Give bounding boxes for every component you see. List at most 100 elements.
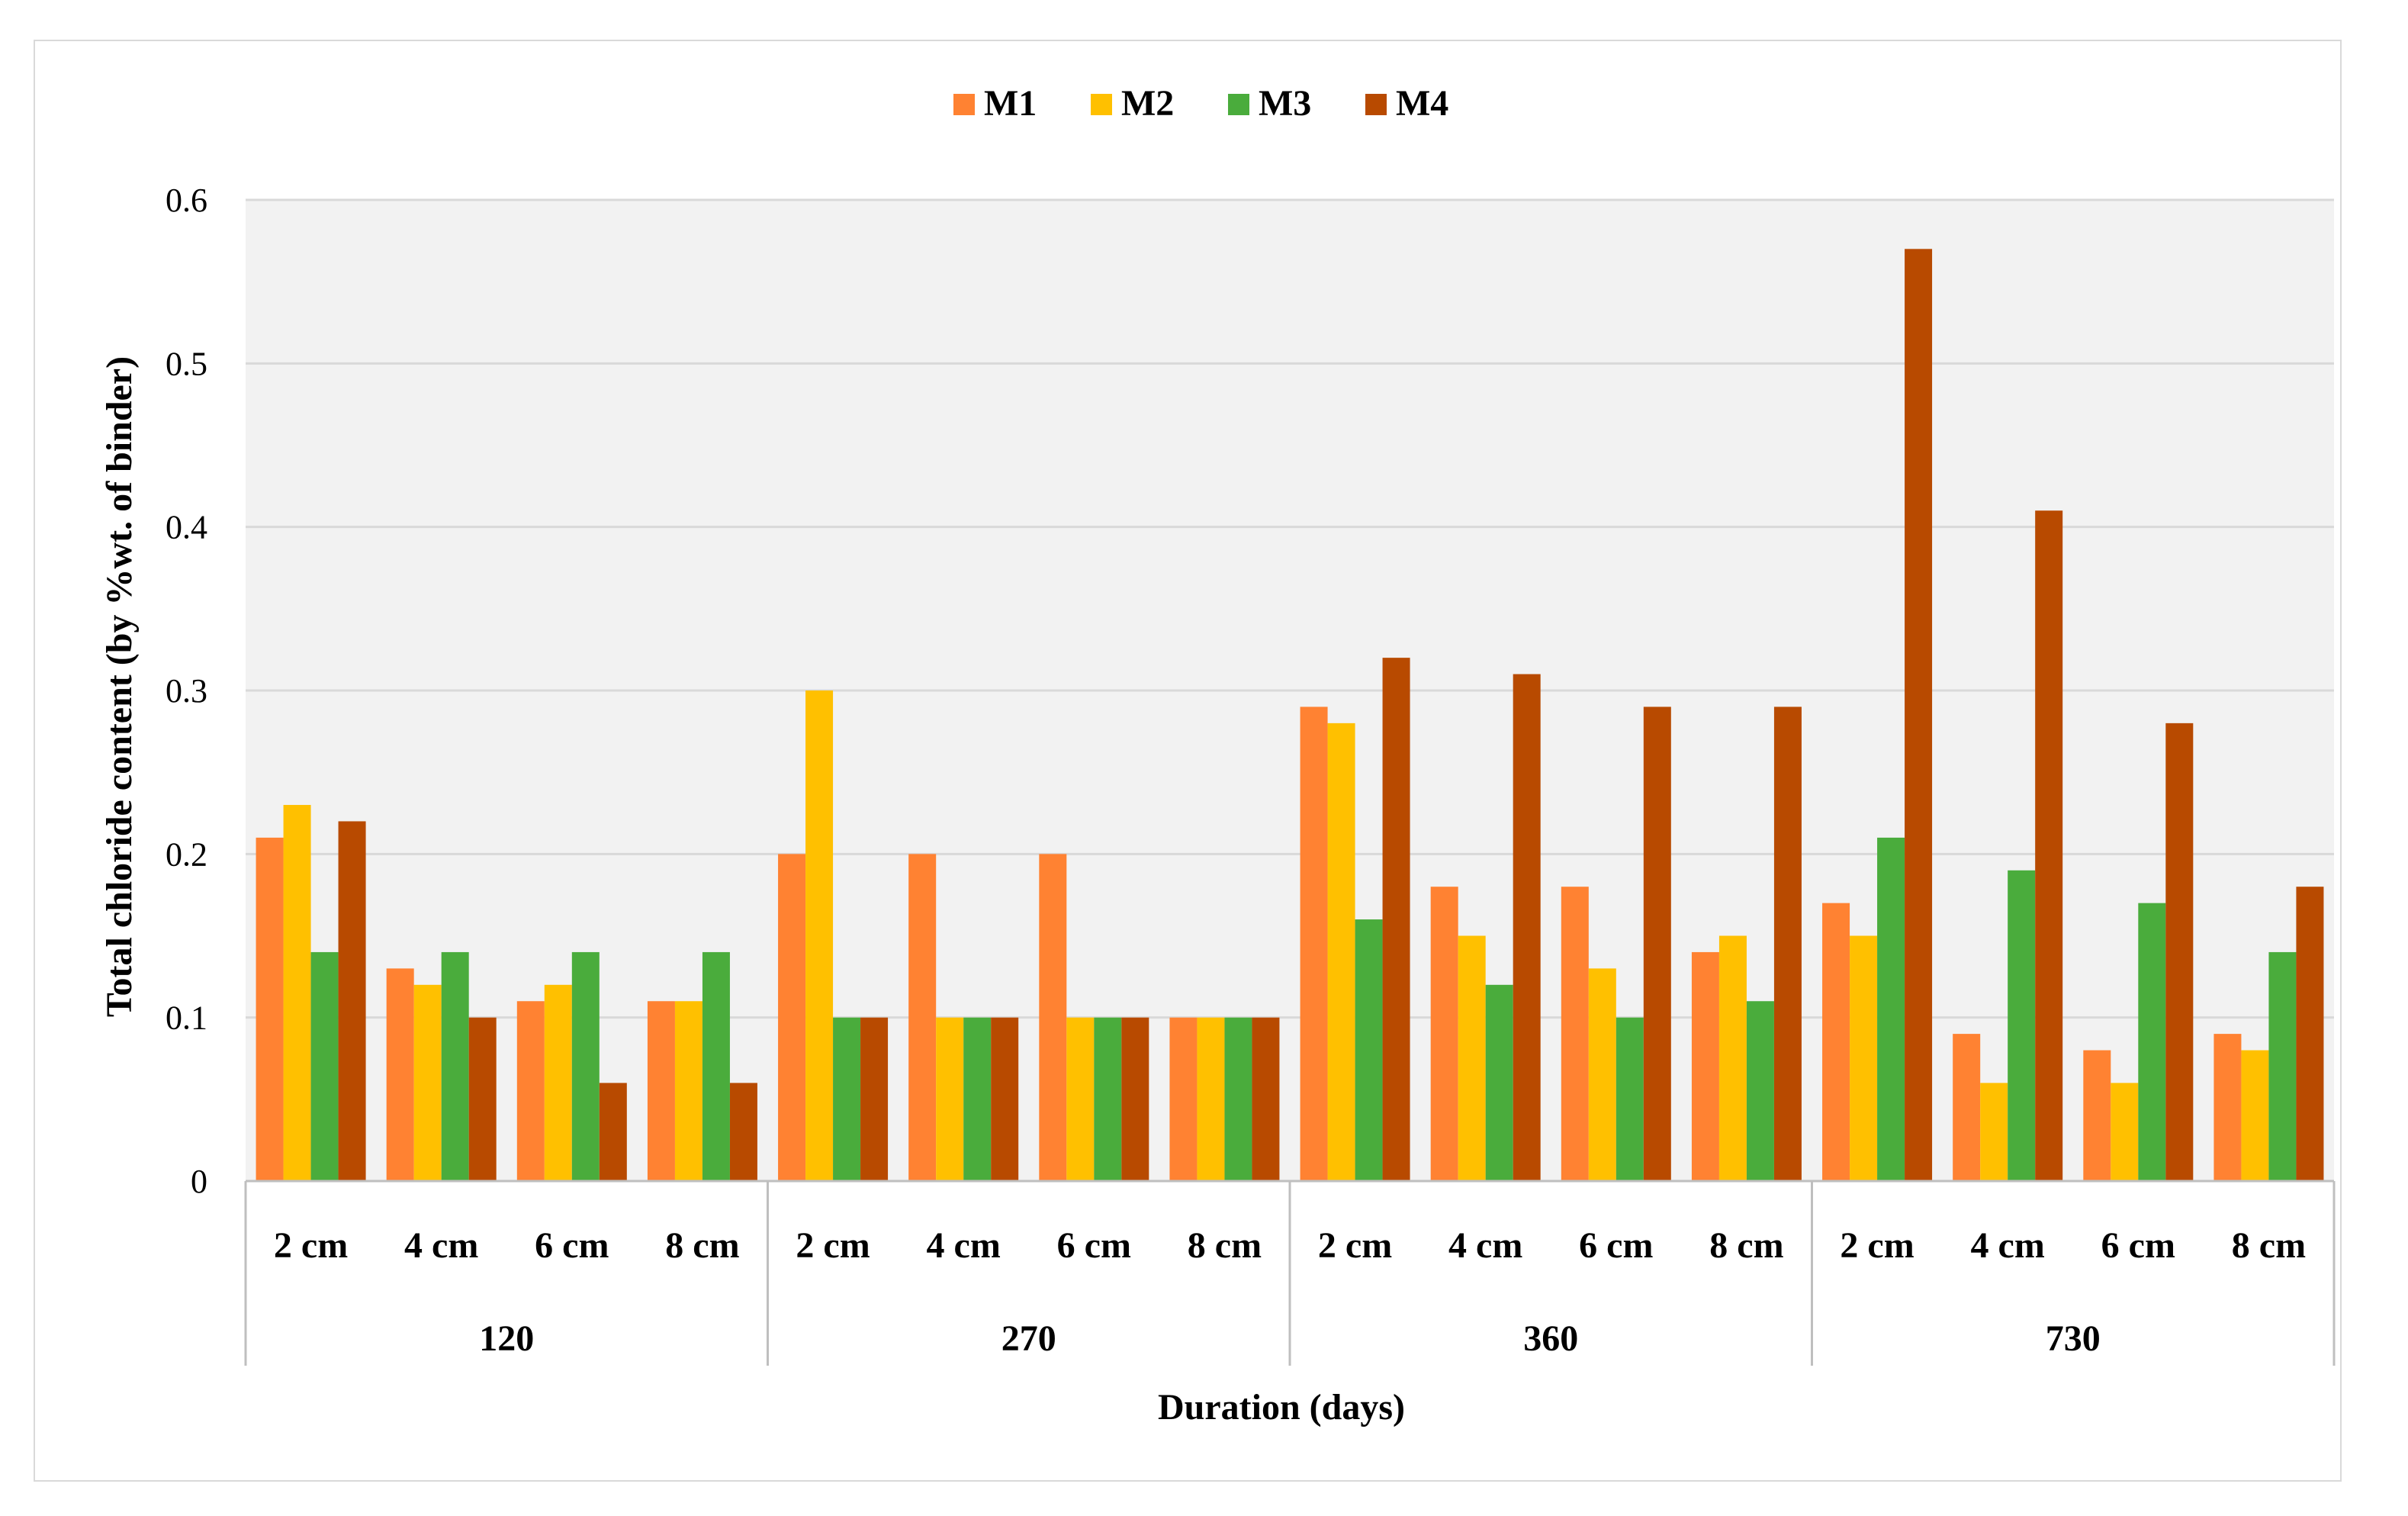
bar-m1 <box>1430 887 1458 1181</box>
bar-m3 <box>571 951 600 1181</box>
bar-m4 <box>1513 674 1541 1181</box>
bar-m3 <box>310 951 339 1181</box>
bar-m2 <box>1197 1017 1225 1181</box>
y-tick-label: 0.3 <box>166 672 207 710</box>
bar-m1 <box>1300 707 1328 1181</box>
x-category-label: 6 cm <box>1579 1225 1653 1266</box>
legend-item-m2: M2 <box>1091 83 1174 124</box>
bar-m1 <box>1169 1017 1198 1181</box>
bar-m2 <box>1718 935 1747 1181</box>
x-category-label: 2 cm <box>1318 1225 1392 1266</box>
bar-m2 <box>2241 1050 2269 1181</box>
bar-m3 <box>1224 1017 1252 1181</box>
bar-m2 <box>1458 935 1486 1181</box>
x-category-label: 8 cm <box>2232 1225 2306 1266</box>
bar-m1 <box>1039 854 1067 1181</box>
bar-m2 <box>1588 968 1616 1181</box>
x-category-label: 4 cm <box>1971 1225 2045 1266</box>
y-tick-label: 0.5 <box>166 345 207 382</box>
bar-m1 <box>516 1001 545 1181</box>
bar-m1 <box>2213 1034 2242 1181</box>
legend-label: M3 <box>1259 83 1311 124</box>
legend-label: M1 <box>984 83 1037 124</box>
bar-m2 <box>805 690 834 1181</box>
bar-m2 <box>674 1001 702 1181</box>
x-category-label: 4 cm <box>404 1225 478 1266</box>
y-tick-label: 0.1 <box>166 999 207 1037</box>
legend-swatch-m2 <box>1091 94 1112 115</box>
y-tick-label: 0.6 <box>166 182 207 219</box>
bar-m1 <box>1561 887 1589 1181</box>
bar-m4 <box>729 1083 757 1181</box>
bar-m4 <box>468 1017 497 1181</box>
bar-m1 <box>2083 1050 2111 1181</box>
bar-m2 <box>1980 1083 2008 1181</box>
bar-m4 <box>991 1017 1019 1181</box>
bar-m3 <box>2268 951 2297 1181</box>
x-category-label: 2 cm <box>1840 1225 1914 1266</box>
bar-m3 <box>2138 903 2166 1181</box>
bar-m3 <box>1094 1017 1122 1181</box>
x-category-label: 6 cm <box>1057 1225 1131 1266</box>
y-axis-title: Total chloride content (by %wt. of binde… <box>99 356 140 1017</box>
x-category-label: 2 cm <box>274 1225 348 1266</box>
bar-m2 <box>936 1017 964 1181</box>
bar-m4 <box>1252 1017 1280 1181</box>
bar-m3 <box>702 951 730 1181</box>
x-category-label: 8 cm <box>1709 1225 1783 1266</box>
x-category-label: 4 cm <box>1448 1225 1522 1266</box>
bar-m4 <box>1121 1017 1149 1181</box>
bar-m4 <box>1382 658 1410 1181</box>
bar-m3 <box>441 951 469 1181</box>
x-group-label: 730 <box>2046 1318 2101 1359</box>
legend-item-m1: M1 <box>953 83 1037 124</box>
x-group-label: 120 <box>479 1318 534 1359</box>
bar-m2 <box>1850 935 1878 1181</box>
bar-m3 <box>1616 1017 1644 1181</box>
x-group-label: 360 <box>1523 1318 1578 1359</box>
bar-m3 <box>833 1017 861 1181</box>
legend-swatch-m4 <box>1365 94 1387 115</box>
bar-m3 <box>1746 1001 1774 1181</box>
legend-label: M2 <box>1121 83 1174 124</box>
bar-m3 <box>963 1017 992 1181</box>
bar-m1 <box>647 1001 675 1181</box>
x-axis-title: Duration (days) <box>1158 1387 1405 1427</box>
bar-m3 <box>1877 837 1905 1181</box>
bar-m4 <box>1905 249 1933 1181</box>
bar-m2 <box>1327 723 1355 1181</box>
x-category-label: 8 cm <box>1188 1225 1262 1266</box>
bar-m2 <box>283 805 311 1181</box>
bar-m4 <box>599 1083 627 1181</box>
bar-m3 <box>1485 984 1513 1181</box>
bar-m1 <box>1822 903 1850 1181</box>
legend-label: M4 <box>1396 83 1448 124</box>
bar-m3 <box>1355 919 1383 1181</box>
bar-m4 <box>860 1017 889 1181</box>
bar-m4 <box>2296 887 2324 1181</box>
legend-item-m3: M3 <box>1228 83 1311 124</box>
bar-m2 <box>413 984 442 1181</box>
bar-m1 <box>778 854 806 1181</box>
bar-m1 <box>256 837 284 1181</box>
bar-m1 <box>908 854 937 1181</box>
bar-m2 <box>544 984 572 1181</box>
y-tick-label: 0 <box>191 1163 207 1200</box>
bar-m4 <box>2035 510 2063 1181</box>
legend-swatch-m3 <box>1228 94 1249 115</box>
x-category-label: 6 cm <box>2101 1225 2175 1266</box>
bar-m4 <box>2165 723 2194 1181</box>
y-tick-label: 0.4 <box>166 509 207 546</box>
legend-item-m4: M4 <box>1365 83 1448 124</box>
bar-m3 <box>2008 870 2036 1181</box>
x-category-label: 4 cm <box>927 1225 1001 1266</box>
x-category-label: 6 cm <box>535 1225 609 1266</box>
bar-m1 <box>386 968 414 1181</box>
legend-swatch-m1 <box>953 94 975 115</box>
bar-m4 <box>338 821 366 1181</box>
bar-m4 <box>1643 707 1671 1181</box>
bar-m2 <box>1066 1017 1095 1181</box>
x-category-label: 2 cm <box>796 1225 870 1266</box>
x-category-label: 8 cm <box>665 1225 739 1266</box>
